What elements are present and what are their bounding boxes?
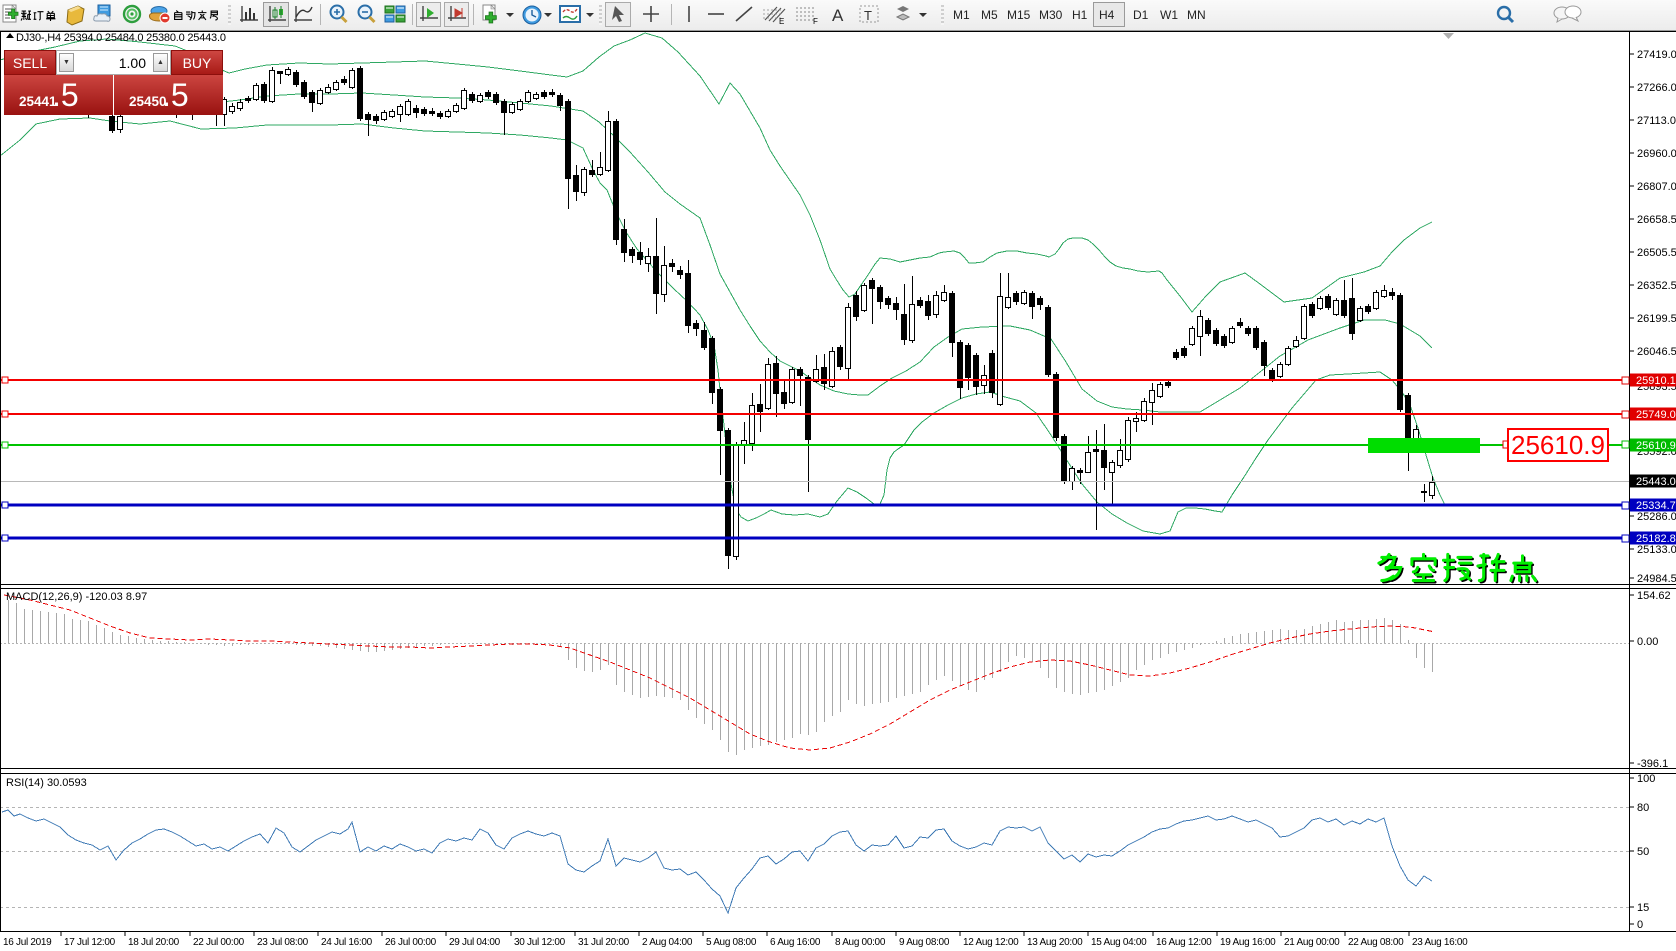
svg-text:26352.5: 26352.5 [1637,280,1676,292]
svg-text:100: 100 [1637,773,1655,785]
svg-text:-396.1: -396.1 [1637,758,1668,770]
svg-text:DJ30-,H4 25394.0 25484.0 2538: DJ30-,H4 25394.0 25484.0 25380.0 25443.0 [16,32,226,44]
svg-text:MACD(12,26,9) -120.03 8.97: MACD(12,26,9) -120.03 8.97 [6,591,147,603]
svg-text:23 Aug 16:00: 23 Aug 16:00 [1412,937,1468,948]
svg-text:27419.0: 27419.0 [1637,49,1676,61]
svg-text:25286.0: 25286.0 [1637,511,1676,523]
svg-text:26199.5: 26199.5 [1637,313,1676,325]
svg-text:24 Jul 16:00: 24 Jul 16:00 [321,937,373,948]
svg-text:26658.5: 26658.5 [1637,214,1676,226]
svg-text:13 Aug 20:00: 13 Aug 20:00 [1027,937,1083,948]
svg-text:31 Jul 20:00: 31 Jul 20:00 [578,937,630,948]
svg-text:27266.0: 27266.0 [1637,82,1676,94]
svg-text:19 Aug 16:00: 19 Aug 16:00 [1220,937,1276,948]
svg-text:25133.0: 25133.0 [1637,544,1676,556]
svg-text:2 Aug 04:00: 2 Aug 04:00 [642,937,693,948]
svg-text:T: T [864,8,872,23]
svg-text:9 Aug 08:00: 9 Aug 08:00 [899,937,950,948]
svg-text:25610.9: 25610.9 [1636,440,1676,452]
svg-text:26505.5: 26505.5 [1637,247,1676,259]
svg-text:0.00: 0.00 [1637,636,1658,648]
svg-text:6 Aug 16:00: 6 Aug 16:00 [770,937,821,948]
svg-text:A: A [832,6,844,25]
svg-text:E: E [779,17,784,26]
svg-text:25182.8: 25182.8 [1636,533,1676,545]
svg-text:8 Aug 00:00: 8 Aug 00:00 [835,937,886,948]
svg-text:29 Jul 04:00: 29 Jul 04:00 [449,937,501,948]
svg-text:12 Aug 12:00: 12 Aug 12:00 [963,937,1019,948]
svg-text:26 Jul 00:00: 26 Jul 00:00 [385,937,437,948]
svg-text:23 Jul 08:00: 23 Jul 08:00 [257,937,309,948]
svg-text:24984.5: 24984.5 [1637,573,1676,585]
svg-text:26807.0: 26807.0 [1637,181,1676,193]
svg-text:18 Jul 20:00: 18 Jul 20:00 [128,937,180,948]
svg-text:RSI(14) 30.0593: RSI(14) 30.0593 [6,777,87,789]
svg-text:25910.1: 25910.1 [1636,375,1676,387]
svg-text:50: 50 [1637,846,1649,858]
svg-text:16 Jul 2019: 16 Jul 2019 [3,937,52,948]
svg-text:154.62: 154.62 [1637,590,1671,602]
svg-text:5 Aug 08:00: 5 Aug 08:00 [706,937,757,948]
svg-text:21 Aug 00:00: 21 Aug 00:00 [1284,937,1340,948]
svg-text:16 Aug 12:00: 16 Aug 12:00 [1156,937,1212,948]
svg-text:17 Jul 12:00: 17 Jul 12:00 [64,937,116,948]
svg-text:15 Aug 04:00: 15 Aug 04:00 [1091,937,1147,948]
svg-text:26960.0: 26960.0 [1637,148,1676,160]
svg-text:25443.0: 25443.0 [1636,476,1676,488]
svg-text:15: 15 [1637,902,1649,914]
svg-text:80: 80 [1637,802,1649,814]
svg-text:30 Jul 12:00: 30 Jul 12:00 [514,937,566,948]
svg-text:22 Jul 00:00: 22 Jul 00:00 [193,937,245,948]
svg-text:22 Aug 08:00: 22 Aug 08:00 [1348,937,1404,948]
svg-text:F: F [813,17,818,26]
svg-text:25334.7: 25334.7 [1636,500,1676,512]
svg-text:0: 0 [1637,919,1643,931]
svg-text:26046.5: 26046.5 [1637,346,1676,358]
svg-text:27113.0: 27113.0 [1637,115,1676,127]
svg-text:25749.0: 25749.0 [1636,409,1676,421]
svg-text:25610.9: 25610.9 [1511,430,1605,460]
